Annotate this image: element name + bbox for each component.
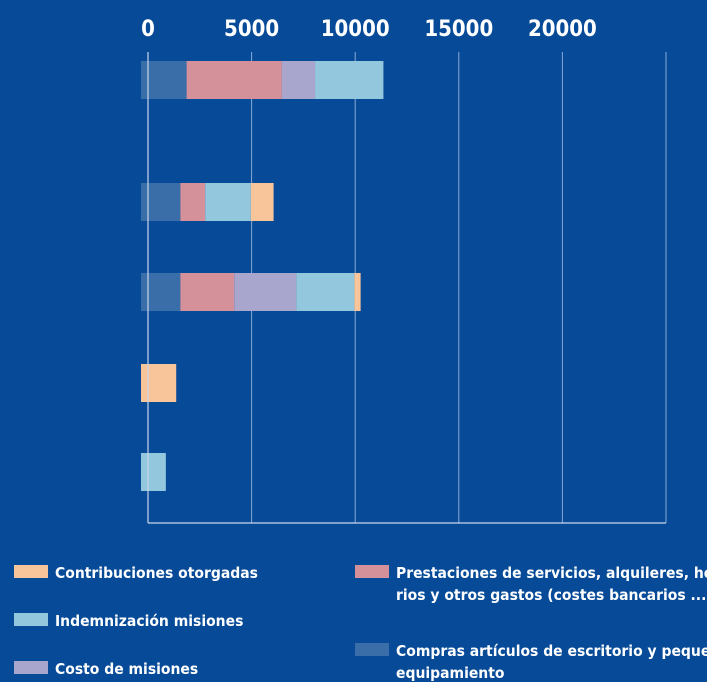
bar-segment-row1-series3 bbox=[205, 183, 251, 221]
legend-label-1: Prestaciones de servicios, alquileres, h… bbox=[396, 564, 707, 582]
bar-segment-row2-series0 bbox=[141, 273, 181, 311]
bar-segment-row2-series2 bbox=[234, 273, 297, 311]
legend: Contribuciones otorgadas Prestaciones de … bbox=[14, 564, 707, 682]
legend-swatch-2 bbox=[14, 613, 48, 626]
legend-swatch-0 bbox=[14, 565, 48, 578]
bar-segment-row3-series4 bbox=[141, 364, 177, 402]
x-tick-label: 0 bbox=[141, 17, 155, 42]
bar-segment-row1-series4 bbox=[250, 183, 274, 221]
legend-swatch-4 bbox=[14, 661, 48, 674]
legend-swatch-3 bbox=[355, 643, 389, 656]
bar-segment-row0-series2 bbox=[281, 61, 316, 99]
bar-segment-row1-series1 bbox=[180, 183, 206, 221]
legend-swatch-1 bbox=[355, 565, 389, 578]
bar-segment-row2-series1 bbox=[180, 273, 235, 311]
x-tick-label: 15000 bbox=[424, 17, 493, 42]
x-tick-label: 20000 bbox=[528, 17, 597, 42]
x-axis-ticks: 0 5000 10000 15000 20000 bbox=[141, 17, 597, 42]
legend-label-3: equipamiento bbox=[396, 664, 505, 682]
bar-segment-row1-series0 bbox=[141, 183, 181, 221]
grid-lines bbox=[251, 52, 667, 523]
legend-label-3: Compras artículos de escritorio y pequeñ… bbox=[396, 642, 707, 660]
legend-label-4: Costo de misiones bbox=[55, 660, 198, 678]
bar-segment-row2-series3 bbox=[296, 273, 355, 311]
bar-segment-row0-series3 bbox=[315, 61, 384, 99]
x-tick-label: 5000 bbox=[224, 17, 279, 42]
legend-label-0: Contribuciones otorgadas bbox=[55, 564, 258, 582]
bar-segment-row4-series3 bbox=[141, 453, 166, 491]
bar-segment-row0-series1 bbox=[186, 61, 282, 99]
legend-label-2: Indemnización misiones bbox=[55, 612, 243, 630]
bar-segment-row2-series4 bbox=[354, 273, 361, 311]
x-tick-label: 10000 bbox=[321, 17, 390, 42]
bars bbox=[141, 61, 384, 491]
legend-label-1: rios y otros gastos (costes bancarios ..… bbox=[396, 586, 707, 604]
axes bbox=[147, 52, 666, 524]
